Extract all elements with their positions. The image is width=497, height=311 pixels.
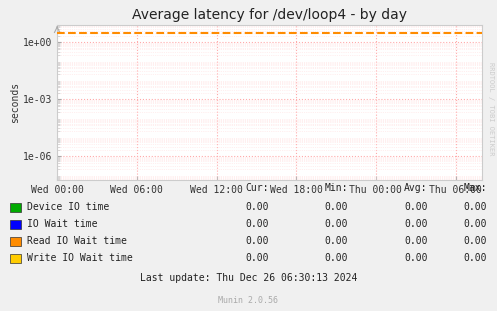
Text: Avg:: Avg: bbox=[404, 183, 427, 193]
Text: RRDTOOL / TOBI OETIKER: RRDTOOL / TOBI OETIKER bbox=[488, 62, 494, 156]
Title: Average latency for /dev/loop4 - by day: Average latency for /dev/loop4 - by day bbox=[132, 8, 407, 22]
Text: Max:: Max: bbox=[464, 183, 487, 193]
Text: 0.00: 0.00 bbox=[325, 253, 348, 263]
Text: 0.00: 0.00 bbox=[464, 253, 487, 263]
Text: 0.00: 0.00 bbox=[404, 236, 427, 246]
Text: 0.00: 0.00 bbox=[325, 236, 348, 246]
Text: 0.00: 0.00 bbox=[464, 219, 487, 229]
Text: 0.00: 0.00 bbox=[404, 253, 427, 263]
Text: Device IO time: Device IO time bbox=[27, 202, 109, 212]
Text: 0.00: 0.00 bbox=[404, 219, 427, 229]
Text: 0.00: 0.00 bbox=[325, 219, 348, 229]
Text: 0.00: 0.00 bbox=[245, 253, 268, 263]
Text: Min:: Min: bbox=[325, 183, 348, 193]
Text: 0.00: 0.00 bbox=[245, 219, 268, 229]
Text: 0.00: 0.00 bbox=[245, 236, 268, 246]
Text: 0.00: 0.00 bbox=[464, 236, 487, 246]
Text: Cur:: Cur: bbox=[245, 183, 268, 193]
Text: Last update: Thu Dec 26 06:30:13 2024: Last update: Thu Dec 26 06:30:13 2024 bbox=[140, 273, 357, 283]
Y-axis label: seconds: seconds bbox=[10, 82, 20, 123]
Text: 0.00: 0.00 bbox=[245, 202, 268, 212]
Text: 0.00: 0.00 bbox=[325, 202, 348, 212]
Text: 0.00: 0.00 bbox=[464, 202, 487, 212]
Text: Munin 2.0.56: Munin 2.0.56 bbox=[219, 296, 278, 305]
Text: Write IO Wait time: Write IO Wait time bbox=[27, 253, 133, 263]
Text: Read IO Wait time: Read IO Wait time bbox=[27, 236, 127, 246]
Text: 0.00: 0.00 bbox=[404, 202, 427, 212]
Text: IO Wait time: IO Wait time bbox=[27, 219, 98, 229]
